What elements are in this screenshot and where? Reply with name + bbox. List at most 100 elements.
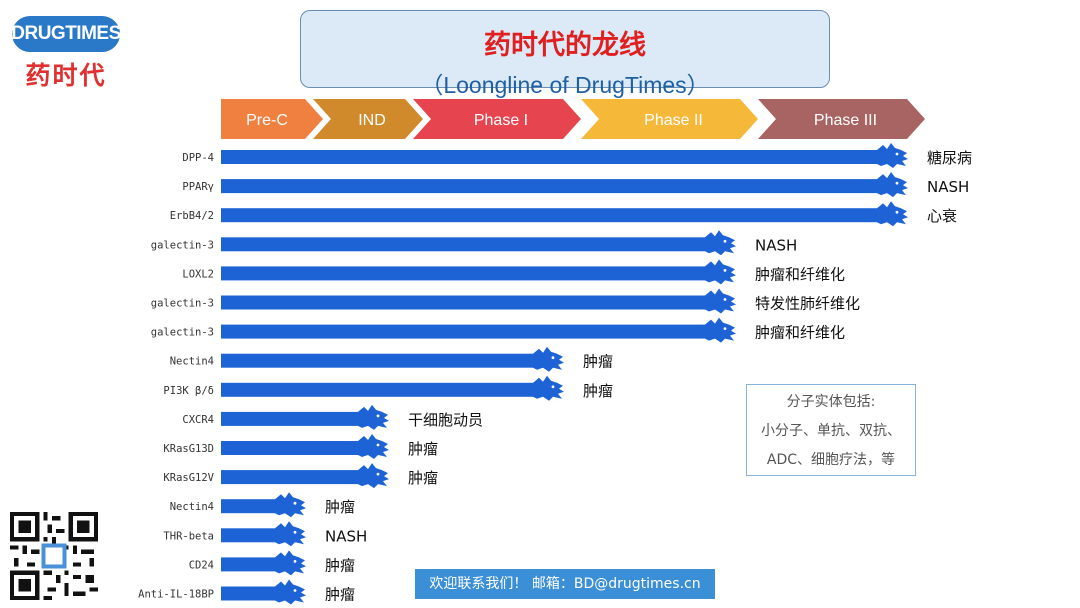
logo-chinese: 药时代	[25, 61, 107, 90]
bar	[221, 179, 879, 194]
dragon-head-icon	[358, 463, 389, 489]
dragon-eye	[376, 472, 380, 476]
dragon-eye	[723, 298, 727, 301]
row-indication-label: 肿瘤和纤维化	[755, 324, 845, 342]
dragon-head-icon	[358, 434, 389, 459]
bar	[221, 499, 277, 514]
dragon-head-icon	[533, 346, 564, 372]
contact-banner: 欢迎联系我们！ 邮箱：BD@drugtimes.cn	[415, 569, 715, 599]
logo-text: DRUGTIMES	[11, 23, 121, 44]
row-indication-label: 干细胞动员	[408, 411, 483, 429]
dragon-head-icon	[877, 143, 908, 168]
bar	[221, 586, 277, 601]
bar	[221, 324, 707, 339]
note-line-2: 小分子、单抗、双抗、	[761, 423, 901, 439]
bar	[221, 208, 879, 223]
phase-label: IND	[358, 112, 386, 129]
row-indication-label: 肿瘤和纤维化	[755, 265, 845, 283]
row-indication-label: 肿瘤	[408, 469, 438, 487]
dragon-head-icon	[275, 579, 306, 605]
phase-arrow-4	[581, 99, 758, 139]
row-target-label: ErbB4/2	[170, 210, 214, 222]
phase-label: Phase II	[644, 112, 703, 129]
row-target-label: THR-beta	[163, 530, 214, 542]
note-box: 分子实体包括: 小分子、单抗、双抗、 ADC、细胞疗法，等	[746, 384, 916, 476]
dragon-eye	[895, 210, 899, 214]
row-indication-label: 糖尿病	[927, 149, 972, 167]
logo-pill: DRUGTIMES	[11, 16, 121, 52]
dragon-head-icon	[705, 317, 736, 343]
title-box: 药时代的龙线 （Loongline of DrugTimes）	[300, 10, 830, 98]
bar	[221, 411, 360, 426]
row-indication-label: NASH	[755, 236, 797, 254]
row-target-label: galectin-3	[151, 298, 214, 310]
row-target-label: CD24	[189, 559, 214, 571]
dragon-head-icon	[533, 375, 564, 401]
bar	[221, 528, 277, 543]
note-line-1: 分子实体包括:	[786, 394, 876, 410]
dragon-head-icon	[275, 492, 306, 518]
dragon-eye	[895, 181, 899, 185]
dragon-eye	[723, 327, 727, 330]
bar	[221, 470, 360, 485]
phase-label: Phase III	[814, 112, 877, 129]
bar	[221, 557, 277, 572]
row-target-label: galectin-3	[151, 327, 214, 339]
title-chinese: 药时代的龙线	[484, 30, 646, 61]
phase-arrow-1	[221, 99, 323, 139]
dragon-head-icon	[358, 404, 389, 430]
dragon-eye	[551, 356, 555, 360]
row-target-label: KRasG13D	[163, 443, 214, 455]
dragon-eye	[293, 589, 297, 592]
phase-label: Phase I	[474, 112, 528, 129]
row-target-label: galectin-3	[151, 239, 214, 251]
row-indication-label: NASH	[927, 178, 969, 196]
row-indication-label: 肿瘤	[408, 440, 438, 458]
dragon-head-icon	[705, 230, 736, 256]
row-target-label: DPP-4	[182, 152, 214, 164]
dragon-eye	[293, 560, 297, 563]
row-target-label: PI3K β/δ	[163, 385, 214, 397]
dragon-head-icon	[877, 172, 908, 198]
bar	[221, 295, 707, 310]
dragon-eye	[376, 443, 380, 447]
dragon-eye	[376, 414, 380, 418]
dragon-head-icon	[275, 550, 306, 576]
phase-arrow-5	[758, 99, 925, 139]
drugtimes-logo: DRUGTIMES 药时代	[11, 16, 121, 92]
dragon-head-icon	[705, 288, 736, 314]
dragon-head-icon	[877, 201, 908, 227]
dragon-eye	[551, 385, 555, 389]
row-indication-label: 肿瘤	[583, 353, 613, 371]
bar	[221, 237, 707, 252]
row-indication-label: 肿瘤	[325, 586, 355, 604]
dragon-eye	[723, 239, 727, 243]
phase-label: Pre-C	[246, 112, 288, 129]
dragon-head-icon	[275, 521, 306, 547]
title-english: （Loongline of DrugTimes）	[420, 72, 710, 98]
qr-code	[10, 512, 98, 600]
row-indication-label: 特发性肺纤维化	[755, 295, 860, 313]
dragon-eye	[895, 152, 899, 156]
row-target-label: Nectin4	[170, 356, 214, 368]
row-target-label: Nectin4	[170, 501, 214, 513]
row-target-label: LOXL2	[182, 268, 214, 280]
row-indication-label: 心衰	[927, 207, 957, 225]
bar	[221, 382, 535, 397]
bar	[221, 353, 535, 368]
row-indication-label: 肿瘤	[325, 556, 355, 574]
row-target-label: KRasG12V	[163, 472, 214, 484]
bar	[221, 150, 879, 164]
row-indication-label: NASH	[325, 527, 367, 545]
row-target-label: Anti-IL-18BP	[138, 589, 214, 601]
row-target-label: PPARγ	[182, 181, 214, 193]
row-indication-label: 肿瘤	[583, 382, 613, 400]
phase-arrow-3	[413, 99, 581, 139]
dragon-eye	[293, 501, 297, 505]
bar	[221, 266, 707, 281]
note-line-3: ADC、细胞疗法，等	[766, 452, 896, 468]
dragon-eye	[293, 530, 297, 534]
dragon-head-icon	[705, 259, 736, 285]
dragon-eye	[723, 269, 727, 272]
